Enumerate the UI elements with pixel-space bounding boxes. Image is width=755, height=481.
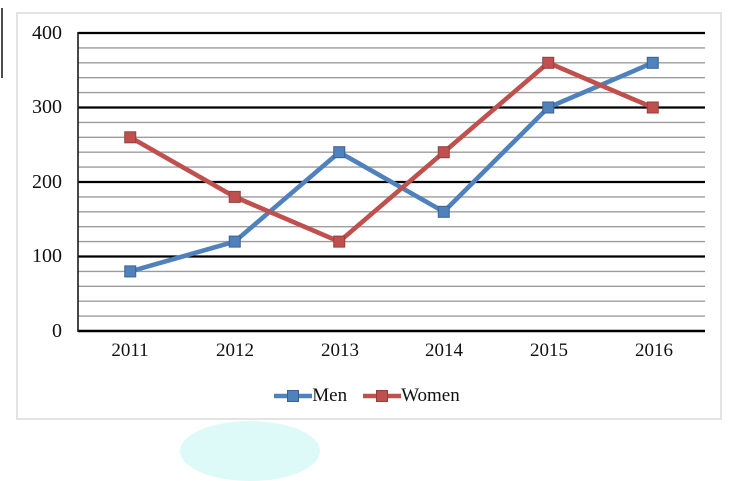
legend-marker-women-icon bbox=[363, 390, 402, 402]
legend-label-women: Women bbox=[401, 385, 460, 406]
series-line-women bbox=[129, 60, 654, 244]
data-point-women bbox=[646, 101, 659, 114]
y-axis-tick-label: 200 bbox=[32, 171, 62, 193]
legend-item-women: Women bbox=[363, 384, 460, 408]
data-point-women bbox=[542, 56, 555, 69]
y-axis-tick-label: 0 bbox=[52, 320, 62, 342]
y-axis-tick-label: 400 bbox=[32, 22, 62, 44]
legend-item-men: Men bbox=[274, 384, 347, 408]
data-point-men bbox=[228, 235, 241, 248]
watermark-shape bbox=[180, 421, 320, 481]
data-point-women bbox=[333, 235, 346, 248]
data-point-women bbox=[124, 131, 137, 144]
x-axis-tick-label: 2012 bbox=[216, 340, 254, 361]
y-axis-tick-label: 300 bbox=[32, 96, 62, 118]
x-axis-tick-label: 2011 bbox=[111, 340, 149, 361]
legend-label-men: Men bbox=[312, 385, 348, 406]
line-chart-canvas bbox=[77, 31, 705, 333]
left-edge-artifact bbox=[1, 8, 3, 78]
data-point-men bbox=[646, 56, 659, 69]
x-axis-tick-label: 2015 bbox=[530, 340, 568, 361]
data-point-women bbox=[437, 146, 450, 159]
data-point-men bbox=[437, 205, 450, 218]
x-axis-tick-label: 2014 bbox=[425, 340, 463, 361]
chart-legend: Men Women bbox=[16, 383, 718, 409]
series-line-men bbox=[129, 60, 654, 274]
data-point-men bbox=[333, 146, 346, 159]
x-axis-tick-label: 2013 bbox=[321, 340, 359, 361]
data-point-men bbox=[542, 101, 555, 114]
data-point-women bbox=[228, 190, 241, 203]
y-axis-tick-label: 100 bbox=[32, 245, 62, 267]
x-axis-tick-label: 2016 bbox=[635, 340, 673, 361]
legend-marker-men-icon bbox=[274, 390, 313, 402]
data-point-men bbox=[124, 265, 137, 278]
